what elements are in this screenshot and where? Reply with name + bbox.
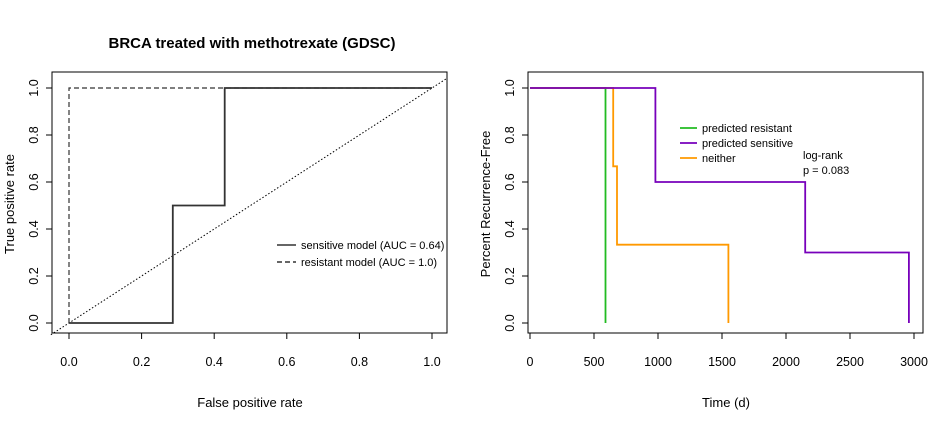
survival-x-tick-label: 1500 [708, 355, 736, 369]
survival-x-axis-label: Time (d) [702, 395, 750, 410]
logrank-pvalue: p = 0.083 [803, 165, 849, 177]
roc-y-axis-label: True positive rate [2, 154, 17, 254]
roc-diagonal-reference [50, 78, 447, 336]
roc-chart: BRCA treated with methotrexate (GDSC) Fa… [2, 35, 448, 410]
survival-x-tick-label: 2000 [772, 355, 800, 369]
survival-line-predicted-resistant [530, 87, 607, 323]
roc-x-tick-label: 0.2 [133, 355, 150, 369]
survival-plot-frame [527, 71, 924, 334]
roc-legend: sensitive model (AUC = 0.64) resistant m… [277, 240, 444, 269]
roc-y-tick-label: 0.6 [27, 173, 41, 190]
survival-y-tick-label: 0.2 [503, 267, 517, 284]
roc-y-tick-label: 1.0 [27, 79, 41, 96]
roc-x-tick-label: 1.0 [423, 355, 440, 369]
roc-chart-title: BRCA treated with methotrexate (GDSC) [109, 35, 396, 52]
roc-y-tick-label: 0.8 [27, 126, 41, 143]
legend-label-predicted-resistant: predicted resistant [702, 123, 792, 135]
roc-y-tick-label: 0.2 [27, 267, 41, 284]
survival-line-predicted-sensitive [530, 87, 910, 323]
survival-x-tick-label: 500 [584, 355, 605, 369]
roc-plot-frame [51, 71, 448, 334]
roc-y-tick-label: 0.4 [27, 220, 41, 237]
roc-x-ticks: 0.0 0.2 0.4 0.6 0.8 1.0 [60, 333, 441, 369]
roc-x-tick-label: 0.8 [351, 355, 368, 369]
survival-x-tick-label: 3000 [900, 355, 928, 369]
roc-x-tick-label: 0.6 [278, 355, 295, 369]
roc-y-tick-label: 0.0 [27, 314, 41, 331]
survival-series [530, 87, 910, 323]
survival-x-tick-label: 2500 [836, 355, 864, 369]
legend-label-sensitive-model: sensitive model (AUC = 0.64) [301, 240, 444, 252]
survival-chart: Time (d) Percent Recurrence-Free 0 500 100… [478, 71, 928, 410]
roc-x-axis-label: False positive rate [197, 395, 303, 410]
survival-y-tick-label: 0.0 [503, 314, 517, 331]
survival-x-tick-label: 1000 [644, 355, 672, 369]
survival-y-tick-label: 1.0 [503, 79, 517, 96]
survival-y-tick-label: 0.6 [503, 173, 517, 190]
survival-y-tick-label: 0.8 [503, 126, 517, 143]
logrank-label: log-rank [803, 150, 843, 162]
roc-y-ticks: 0.0 0.2 0.4 0.6 0.8 1.0 [27, 79, 52, 332]
roc-x-tick-label: 0.4 [206, 355, 223, 369]
survival-y-axis-label: Percent Recurrence-Free [478, 131, 493, 278]
roc-x-tick-label: 0.0 [60, 355, 77, 369]
survival-x-ticks: 0 500 1000 1500 2000 2500 3000 [527, 333, 928, 369]
legend-label-resistant-model: resistant model (AUC = 1.0) [301, 257, 437, 269]
roc-line-sensitive-model [69, 87, 432, 324]
survival-y-tick-label: 0.4 [503, 220, 517, 237]
legend-label-neither: neither [702, 153, 736, 165]
survival-line-neither [530, 87, 730, 323]
survival-legend: predicted resistant predicted sensitive … [680, 123, 793, 165]
survival-x-tick-label: 0 [527, 355, 534, 369]
legend-label-predicted-sensitive: predicted sensitive [702, 138, 793, 150]
survival-y-ticks: 0.0 0.2 0.4 0.6 0.8 1.0 [503, 79, 528, 332]
roc-series [50, 78, 447, 336]
